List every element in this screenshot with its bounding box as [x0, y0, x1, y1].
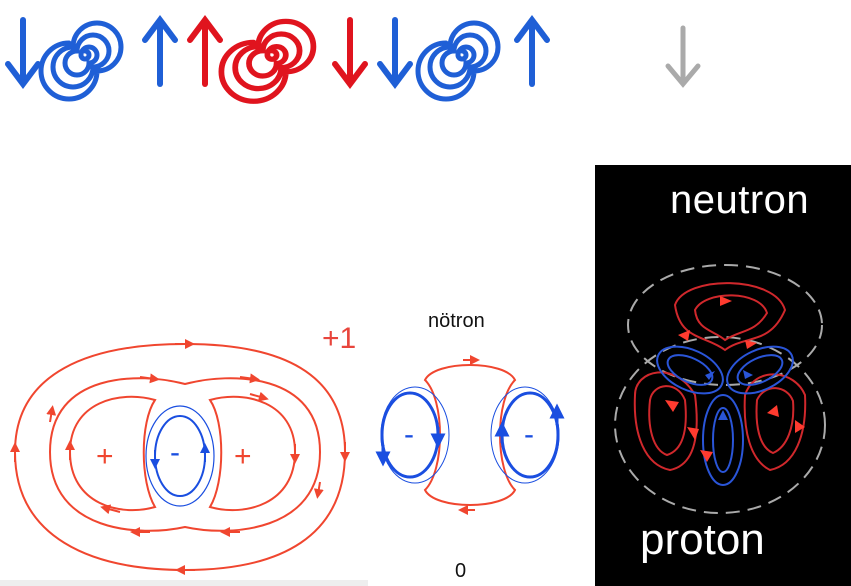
arrow-icon: [720, 296, 732, 306]
spiral-icon: [221, 21, 313, 101]
arrow-icon: [678, 330, 690, 341]
up-arrow-icon: [187, 15, 223, 87]
arrow-icon: [687, 427, 699, 440]
minus-sign-notron-right: -: [524, 418, 534, 451]
field-line: [154, 415, 206, 497]
down-arrow-icon: [5, 17, 41, 89]
field-line: [755, 387, 795, 455]
down-arrow-icon: [332, 17, 368, 89]
notron-label: nötron: [428, 310, 485, 332]
field-line: [648, 385, 687, 457]
up-arrow-icon: [142, 15, 178, 87]
proton-label: proton: [640, 515, 765, 564]
field-line: [633, 371, 698, 472]
plus-one-field-diagram: [10, 339, 350, 575]
minus-sign-notron-left: -: [404, 418, 414, 451]
notron-field-diagram: [375, 355, 565, 515]
arrow-icon: [767, 405, 779, 417]
field-line: [693, 294, 769, 342]
field-line: [673, 282, 787, 352]
spiral-icon: [41, 23, 121, 99]
charge-label-plus-one: +1: [322, 322, 357, 355]
plus-sign-left: +: [96, 440, 114, 473]
arrow-icon: [743, 370, 753, 379]
arrow-icon: [665, 400, 679, 412]
field-line: [702, 394, 744, 486]
arrow-icon: [745, 340, 757, 349]
field-line: [208, 395, 297, 512]
bottom-strip: [0, 580, 368, 586]
spiral-icon: [418, 23, 498, 99]
arrow-icon: [795, 420, 805, 433]
charge-label-zero: 0: [455, 560, 467, 582]
field-line: [68, 395, 157, 512]
quark-spin-row: [5, 15, 701, 140]
plus-sign-right: +: [234, 440, 252, 473]
up-arrow-icon: [514, 15, 550, 87]
arrow-icon: [718, 410, 728, 420]
nucleon-field-diagram: [614, 264, 826, 514]
field-line: [48, 377, 322, 532]
arrow-icon: [705, 371, 715, 380]
field-line: [145, 405, 215, 507]
minus-sign-center: -: [170, 436, 180, 469]
neutron-boundary: [627, 264, 823, 386]
neutron-label: neutron: [670, 178, 810, 222]
field-line: [726, 345, 794, 395]
field-line: [423, 364, 517, 506]
proton-boundary: [614, 336, 826, 514]
down-arrow-icon: [377, 17, 413, 89]
down-arrow-icon: [665, 25, 701, 88]
field-line: [656, 345, 724, 395]
arrow-icon: [700, 450, 713, 462]
